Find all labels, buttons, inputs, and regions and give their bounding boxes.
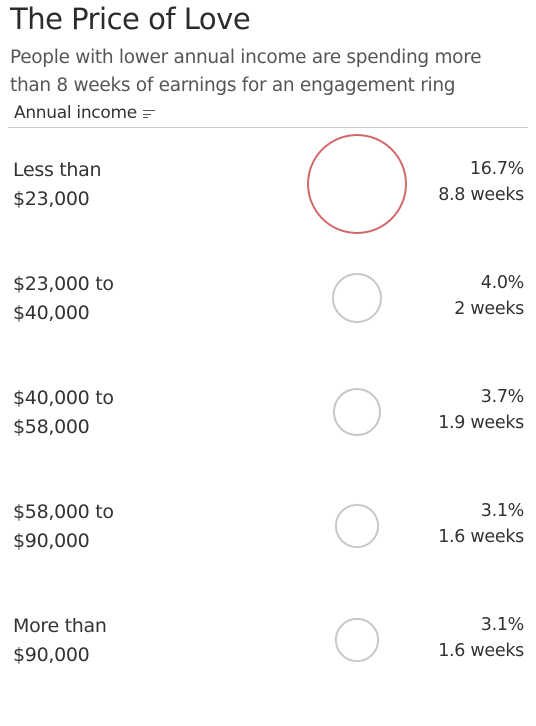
- row-values: 3.1% 1.6 weeks: [438, 498, 524, 550]
- column-header-annual-income[interactable]: Annual income: [14, 103, 155, 123]
- income-label: $58,000 to $90,000: [13, 498, 213, 556]
- weeks-label: 8.8 weeks: [438, 185, 524, 205]
- income-label: $40,000 to $58,000: [13, 384, 213, 442]
- weeks-label: 1.6 weeks: [438, 527, 524, 547]
- chart-row: $23,000 to $40,000 4.0% 2 weeks: [0, 270, 536, 384]
- income-label: $23,000 to $40,000: [13, 270, 213, 328]
- income-label-line2: $90,000: [13, 644, 90, 666]
- sort-descending-icon[interactable]: [142, 109, 155, 119]
- income-label-line1: Less than: [13, 159, 102, 181]
- row-values: 3.7% 1.9 weeks: [438, 384, 524, 436]
- income-label: More than $90,000: [13, 612, 213, 670]
- weeks-label: 2 weeks: [454, 299, 524, 319]
- chart-title: The Price of Love: [10, 2, 251, 36]
- income-label-line2: $23,000: [13, 188, 90, 210]
- bubble-mark[interactable]: [334, 503, 380, 549]
- bubble-mark[interactable]: [332, 273, 382, 323]
- chart-row: $40,000 to $58,000 3.7% 1.9 weeks: [0, 384, 536, 498]
- income-label-line1: More than: [13, 615, 107, 637]
- row-values: 4.0% 2 weeks: [454, 270, 524, 322]
- bubble-layer: [307, 134, 407, 663]
- chart-subtitle: People with lower annual income are spen…: [10, 47, 482, 96]
- income-label-line1: $23,000 to: [13, 273, 114, 295]
- income-label-line1: $40,000 to: [13, 387, 114, 409]
- row-values: 16.7% 8.8 weeks: [438, 156, 524, 208]
- column-header-label: Annual income: [14, 103, 137, 123]
- chart-row: Less than $23,000 16.7% 8.8 weeks: [0, 156, 536, 270]
- income-label: Less than $23,000: [13, 156, 213, 214]
- percent-label: 16.7%: [469, 159, 524, 179]
- income-label-line2: $40,000: [13, 302, 90, 324]
- income-label-line1: $58,000 to: [13, 501, 114, 523]
- income-label-line2: $58,000: [13, 416, 90, 438]
- bubble-mark[interactable]: [334, 617, 380, 663]
- percent-label: 4.0%: [480, 273, 525, 293]
- weeks-label: 1.9 weeks: [438, 413, 524, 433]
- bubble-mark[interactable]: [307, 134, 407, 234]
- weeks-label: 1.6 weeks: [438, 641, 524, 661]
- percent-label: 3.7%: [480, 387, 525, 407]
- header-divider: [8, 127, 528, 128]
- chart-row: $58,000 to $90,000 3.1% 1.6 weeks: [0, 498, 536, 612]
- row-values: 3.1% 1.6 weeks: [438, 612, 524, 664]
- chart-row: More than $90,000 3.1% 1.6 weeks: [0, 612, 536, 726]
- bubble-mark[interactable]: [332, 387, 382, 437]
- income-label-line2: $90,000: [13, 530, 90, 552]
- percent-label: 3.1%: [480, 501, 525, 521]
- percent-label: 3.1%: [480, 615, 525, 635]
